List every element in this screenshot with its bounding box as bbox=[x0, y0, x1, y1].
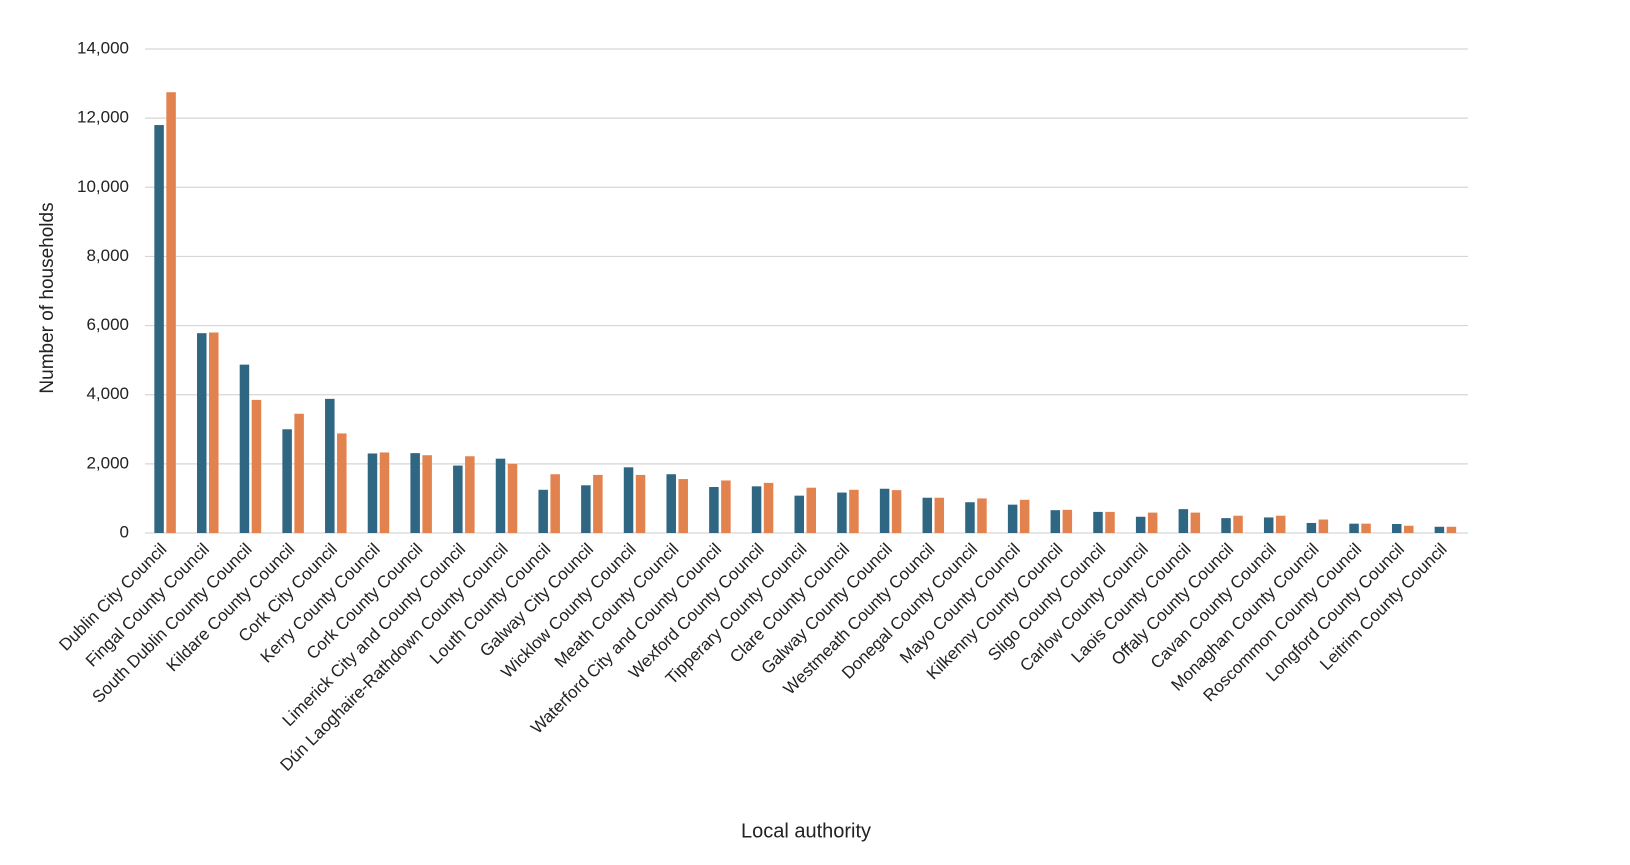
bar bbox=[367, 453, 378, 533]
bar bbox=[1105, 511, 1115, 533]
bar bbox=[422, 455, 432, 533]
bar bbox=[1007, 504, 1018, 533]
bar bbox=[239, 364, 250, 533]
bar bbox=[379, 452, 390, 533]
bar bbox=[1190, 512, 1201, 533]
x-tick-label: South Dublin County Council bbox=[89, 540, 256, 707]
bar bbox=[538, 489, 548, 533]
bar bbox=[1318, 519, 1329, 533]
bar bbox=[410, 453, 420, 533]
bar bbox=[1263, 517, 1274, 533]
bar bbox=[806, 487, 816, 533]
bar bbox=[1178, 509, 1189, 533]
y-tick-label: 6,000 bbox=[86, 315, 129, 334]
bar bbox=[1221, 518, 1231, 533]
bar bbox=[965, 502, 975, 533]
bar bbox=[325, 398, 335, 533]
bar bbox=[623, 467, 634, 533]
bar bbox=[922, 497, 933, 533]
bar bbox=[709, 487, 719, 533]
bar bbox=[794, 495, 804, 533]
bar bbox=[849, 489, 859, 533]
bar bbox=[581, 485, 591, 533]
bar bbox=[977, 498, 987, 533]
bar bbox=[1019, 499, 1030, 533]
bar bbox=[1446, 526, 1457, 533]
bar bbox=[1093, 511, 1103, 533]
y-tick-label: 2,000 bbox=[86, 453, 129, 472]
y-tick-label: 4,000 bbox=[86, 384, 129, 403]
bar bbox=[507, 463, 518, 533]
bar bbox=[751, 486, 762, 533]
bar bbox=[1403, 525, 1414, 533]
bar bbox=[282, 429, 292, 533]
bar bbox=[593, 474, 603, 533]
bar bbox=[251, 399, 262, 533]
bar bbox=[1147, 512, 1158, 533]
bar bbox=[209, 332, 219, 533]
bar bbox=[550, 474, 560, 533]
bar bbox=[635, 474, 646, 533]
bar bbox=[666, 474, 676, 533]
bar bbox=[837, 492, 847, 533]
bar bbox=[1050, 510, 1061, 533]
bar bbox=[721, 480, 731, 533]
bar bbox=[154, 125, 164, 534]
bar bbox=[1275, 515, 1286, 533]
bar bbox=[891, 490, 902, 533]
y-tick-label: 10,000 bbox=[77, 177, 129, 196]
bar bbox=[678, 479, 688, 533]
y-tick-label: 12,000 bbox=[77, 108, 129, 127]
y-axis-label: Number of households bbox=[37, 202, 58, 393]
x-axis-label: Local authority bbox=[741, 820, 871, 842]
bar bbox=[1434, 526, 1445, 533]
bar bbox=[1062, 509, 1073, 533]
bar bbox=[1306, 522, 1317, 533]
bar bbox=[465, 456, 475, 533]
bar bbox=[1391, 524, 1402, 533]
bar bbox=[337, 433, 347, 533]
bar bbox=[495, 458, 506, 533]
bar bbox=[763, 482, 774, 533]
y-tick-label: 8,000 bbox=[86, 246, 129, 265]
bar bbox=[453, 465, 463, 533]
y-tick-label: 0 bbox=[120, 522, 129, 541]
bar bbox=[166, 92, 176, 533]
bar bbox=[1349, 523, 1359, 533]
bar bbox=[197, 333, 207, 533]
bar bbox=[294, 413, 304, 533]
bar bbox=[934, 497, 945, 533]
bar bbox=[879, 488, 890, 533]
bar bbox=[1233, 515, 1243, 533]
bar bbox=[1135, 516, 1146, 533]
y-tick-label: 14,000 bbox=[77, 38, 129, 57]
bar bbox=[1361, 523, 1371, 533]
